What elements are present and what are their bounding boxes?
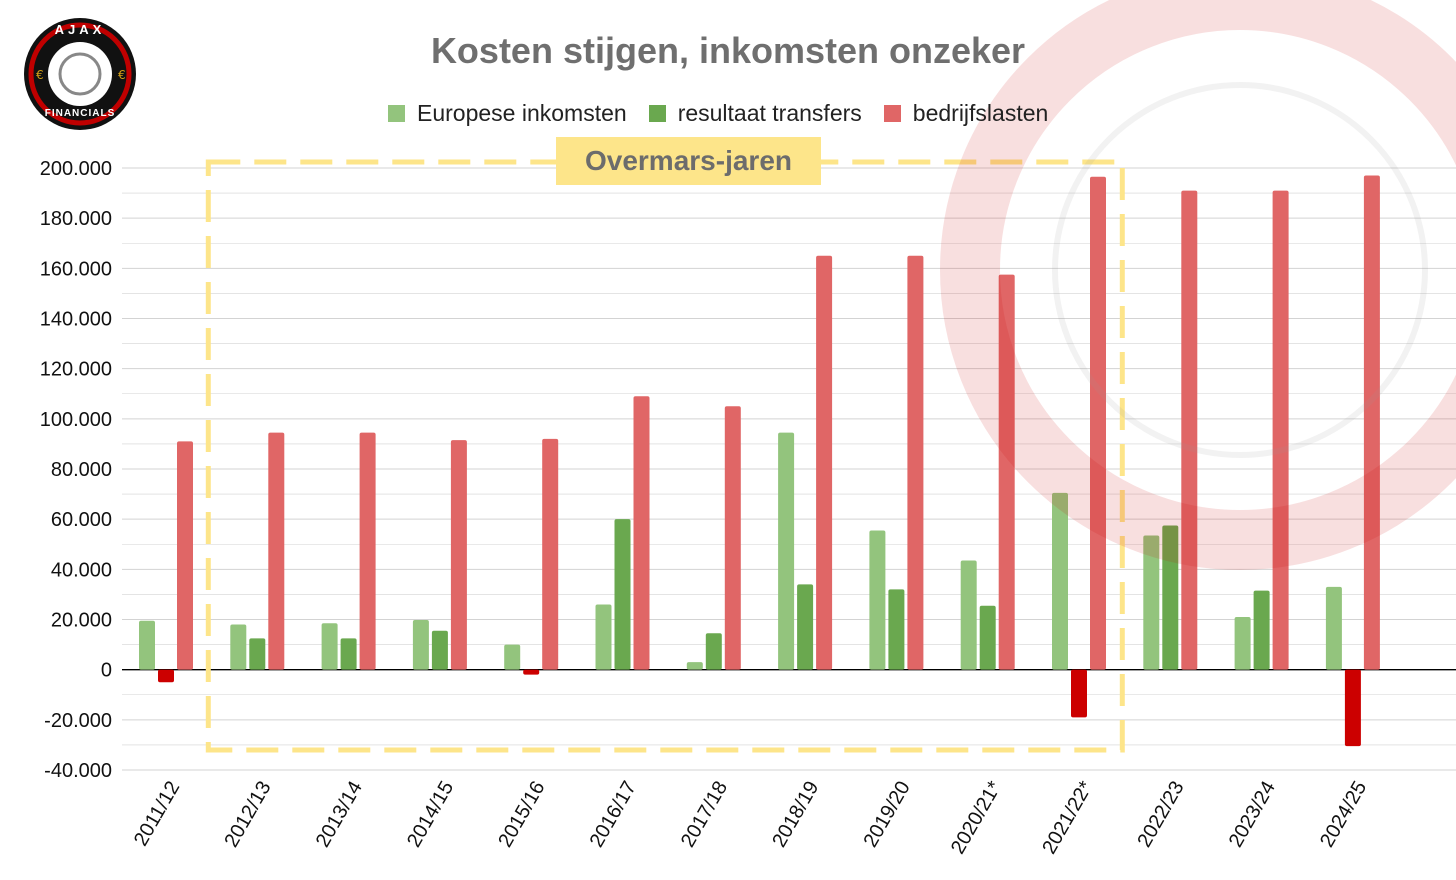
y-tick-label: 80.000 xyxy=(51,459,112,481)
x-tick-label: 2021/22* xyxy=(1038,777,1097,858)
x-tick-label: 2022/23 xyxy=(1133,778,1188,852)
y-tick-label: 160.000 xyxy=(40,258,112,280)
bar-europese xyxy=(412,620,429,670)
bar-europese xyxy=(1143,535,1160,670)
bar-lasten xyxy=(268,432,285,670)
y-tick-label: 0 xyxy=(101,660,112,682)
bar-transfers xyxy=(888,589,905,670)
bar-europese xyxy=(686,662,703,670)
bar-lasten xyxy=(1363,175,1380,670)
y-tick-label: -20.000 xyxy=(44,710,112,732)
bar-transfers xyxy=(1344,669,1361,747)
logo-bottom-text: FINANCIALS xyxy=(44,108,116,119)
bar-lasten xyxy=(998,274,1015,670)
x-tick-label: 2020/21* xyxy=(947,777,1006,858)
svg-text:€: € xyxy=(36,68,44,82)
bar-lasten xyxy=(1090,176,1106,670)
bar-europese xyxy=(504,644,521,670)
bar-lasten xyxy=(1181,190,1198,670)
x-tick-label: 2023/24 xyxy=(1225,778,1280,852)
x-tick-label: 2012/13 xyxy=(220,778,275,852)
bar-lasten xyxy=(816,255,833,670)
bar-transfers xyxy=(340,638,357,670)
bar-europese xyxy=(960,560,977,670)
x-tick-label: 2015/16 xyxy=(494,778,549,852)
bar-transfers xyxy=(614,519,631,670)
bar-transfers xyxy=(249,638,266,670)
x-tick-label: 2016/17 xyxy=(586,778,641,852)
bars xyxy=(139,175,1380,747)
bar-transfers xyxy=(158,669,174,683)
bar-europese xyxy=(230,624,247,670)
svg-text:€: € xyxy=(118,68,126,82)
logo-top-text: AJAX xyxy=(54,22,106,37)
x-tick-label: 2024/25 xyxy=(1316,778,1371,852)
bar-europese xyxy=(869,530,886,670)
legend-swatch-transfers xyxy=(648,105,666,122)
y-tick-label: -40.000 xyxy=(44,760,112,782)
legend-swatch-europese xyxy=(388,105,405,122)
legend-item-lasten: bedrijfslasten xyxy=(883,100,1049,127)
legend-label-transfers: resultaat transfers xyxy=(677,100,862,126)
legend: Europese inkomsten resultaat transfers b… xyxy=(388,100,1048,127)
legend-item-europese: Europese inkomsten xyxy=(388,100,627,127)
bar-lasten xyxy=(1272,190,1289,670)
y-tick-label: 120.000 xyxy=(40,359,112,381)
bar-lasten xyxy=(907,255,924,670)
y-axis-ticks: 200.000 180.000 160.000 140.000 120.000 100.0… xyxy=(40,158,112,782)
y-tick-label: 60.000 xyxy=(51,509,112,531)
bar-europese xyxy=(595,604,612,670)
y-tick-label: 100.000 xyxy=(40,409,112,431)
bar-transfers xyxy=(797,584,814,670)
bar-europese xyxy=(1234,616,1251,670)
overmars-dashed-box xyxy=(205,159,1125,753)
chart-title: Kosten stijgen, inkomsten onzeker xyxy=(430,30,1026,71)
x-tick-label: 2019/20 xyxy=(860,778,915,852)
legend-label-europese: Europese inkomsten xyxy=(417,100,627,126)
ajax-financials-logo: € € AJAX FINANCIALS xyxy=(22,16,138,132)
legend-item-transfers: resultaat transfers xyxy=(648,100,862,127)
x-axis-ticks: 2011/12 2012/13 2013/14 2014/15 2015/16 2016/… xyxy=(130,777,1371,858)
x-tick-label: 2017/18 xyxy=(677,778,732,852)
x-tick-label: 2011/12 xyxy=(130,778,184,850)
bar-transfers xyxy=(1253,590,1270,670)
y-tick-label: 20.000 xyxy=(51,610,112,632)
bar-europese xyxy=(1325,586,1342,670)
y-tick-label: 140.000 xyxy=(40,309,112,331)
overmars-label: Overmars-jaren xyxy=(556,137,821,185)
y-tick-label: 40.000 xyxy=(51,559,112,581)
y-tick-label: 200.000 xyxy=(40,158,112,180)
y-tick-label: 180.000 xyxy=(40,208,112,230)
bar-europese xyxy=(139,620,155,670)
legend-swatch-lasten xyxy=(883,105,901,122)
x-tick-label: 2014/15 xyxy=(403,778,458,852)
bar-lasten xyxy=(359,432,376,670)
bar-lasten xyxy=(633,396,650,670)
bar-transfers xyxy=(705,633,722,670)
bar-lasten xyxy=(177,441,193,670)
bar-transfers xyxy=(979,605,996,670)
bar-lasten xyxy=(450,440,467,670)
bar-transfers xyxy=(1162,525,1179,670)
x-tick-label: 2018/19 xyxy=(768,778,823,852)
bar-europese xyxy=(321,623,338,670)
overmars-box xyxy=(205,159,1125,753)
bar-europese xyxy=(778,432,795,670)
bar-lasten xyxy=(542,438,559,670)
bar-transfers xyxy=(431,630,448,670)
x-tick-label: 2013/14 xyxy=(312,778,367,852)
bar-europese xyxy=(1052,492,1068,670)
bar-transfers xyxy=(1071,669,1087,718)
legend-label-lasten: bedrijfslasten xyxy=(912,100,1049,126)
bar-transfers xyxy=(523,669,540,675)
bar-lasten xyxy=(724,406,741,670)
